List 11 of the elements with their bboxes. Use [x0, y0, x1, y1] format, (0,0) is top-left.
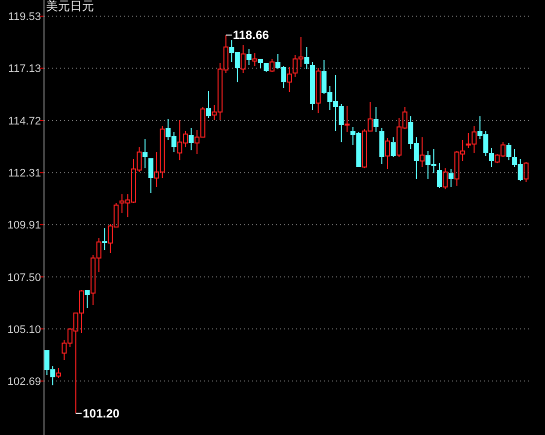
y-tick-label: 107.50: [7, 272, 41, 284]
y-tick-label: 112.31: [8, 168, 41, 180]
annotation: 118.66: [232, 28, 270, 42]
y-tick-label: 109.91: [7, 220, 41, 232]
chart-title: 美元日元: [46, 0, 94, 13]
annotation: 101.20: [82, 406, 120, 420]
y-tick-label: 117.13: [8, 63, 41, 76]
y-tick-label: 102.69: [7, 376, 41, 388]
y-tick-label: 119.53: [8, 11, 41, 24]
y-tick-label: 105.10: [7, 324, 41, 336]
y-tick-label: 114.72: [8, 115, 41, 128]
